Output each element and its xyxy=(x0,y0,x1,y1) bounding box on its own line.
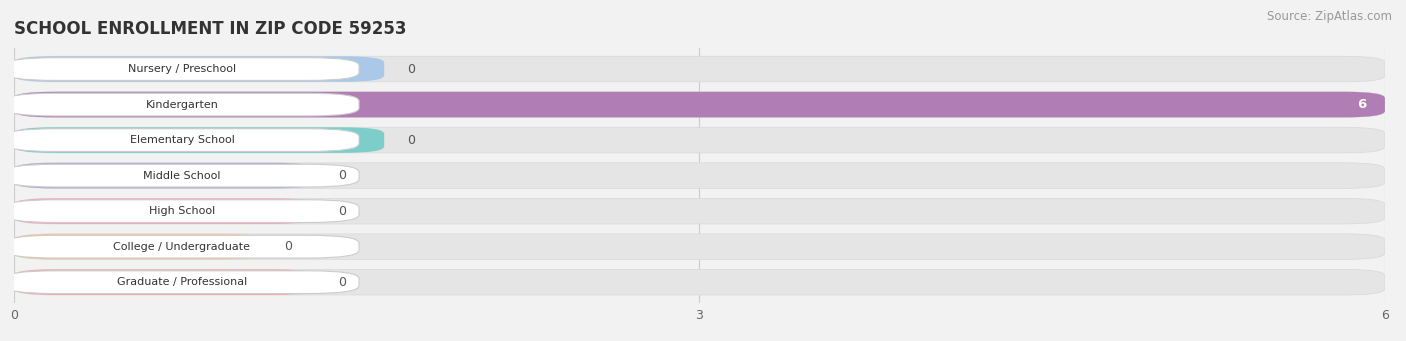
FancyBboxPatch shape xyxy=(14,92,1385,117)
FancyBboxPatch shape xyxy=(4,58,359,80)
Text: 0: 0 xyxy=(339,276,346,289)
FancyBboxPatch shape xyxy=(14,163,316,188)
FancyBboxPatch shape xyxy=(4,93,359,116)
Text: Source: ZipAtlas.com: Source: ZipAtlas.com xyxy=(1267,10,1392,23)
Text: Kindergarten: Kindergarten xyxy=(146,100,218,109)
FancyBboxPatch shape xyxy=(4,129,359,151)
Text: Graduate / Professional: Graduate / Professional xyxy=(117,277,247,287)
FancyBboxPatch shape xyxy=(14,234,1385,260)
FancyBboxPatch shape xyxy=(14,163,1385,188)
Text: 0: 0 xyxy=(339,169,346,182)
Text: High School: High School xyxy=(149,206,215,216)
Text: College / Undergraduate: College / Undergraduate xyxy=(114,242,250,252)
FancyBboxPatch shape xyxy=(14,92,1385,117)
FancyBboxPatch shape xyxy=(14,269,316,295)
Text: Nursery / Preschool: Nursery / Preschool xyxy=(128,64,236,74)
FancyBboxPatch shape xyxy=(14,198,316,224)
Text: 0: 0 xyxy=(284,240,291,253)
Text: Elementary School: Elementary School xyxy=(129,135,235,145)
FancyBboxPatch shape xyxy=(14,56,1385,82)
FancyBboxPatch shape xyxy=(4,235,359,258)
FancyBboxPatch shape xyxy=(4,200,359,222)
FancyBboxPatch shape xyxy=(4,271,359,294)
FancyBboxPatch shape xyxy=(4,164,359,187)
FancyBboxPatch shape xyxy=(14,127,384,153)
FancyBboxPatch shape xyxy=(14,127,1385,153)
FancyBboxPatch shape xyxy=(14,56,384,82)
Text: SCHOOL ENROLLMENT IN ZIP CODE 59253: SCHOOL ENROLLMENT IN ZIP CODE 59253 xyxy=(14,20,406,38)
Text: 6: 6 xyxy=(1357,98,1367,111)
FancyBboxPatch shape xyxy=(14,269,1385,295)
Text: Middle School: Middle School xyxy=(143,170,221,181)
FancyBboxPatch shape xyxy=(14,198,1385,224)
FancyBboxPatch shape xyxy=(14,234,262,260)
Text: 0: 0 xyxy=(408,134,415,147)
Text: 0: 0 xyxy=(408,62,415,76)
Text: 0: 0 xyxy=(339,205,346,218)
